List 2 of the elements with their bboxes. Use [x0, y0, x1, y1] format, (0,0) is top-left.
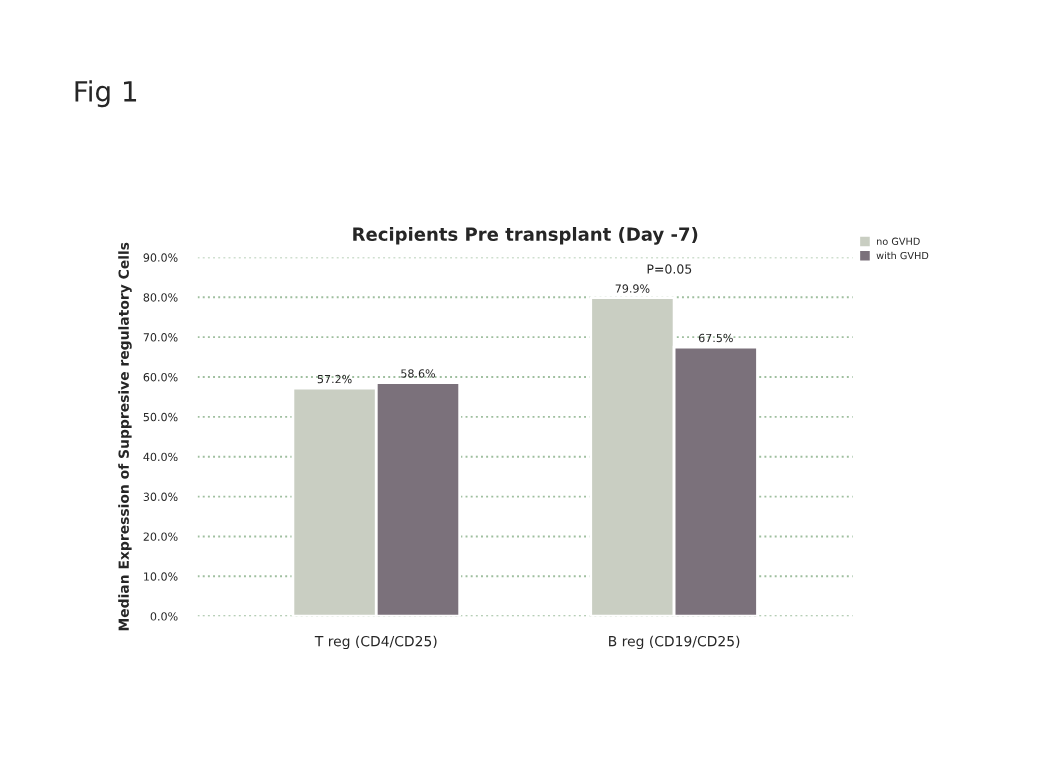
chart-title: Recipients Pre transplant (Day -7): [353, 227, 698, 245]
caption: Fig 1: [75, 80, 137, 108]
